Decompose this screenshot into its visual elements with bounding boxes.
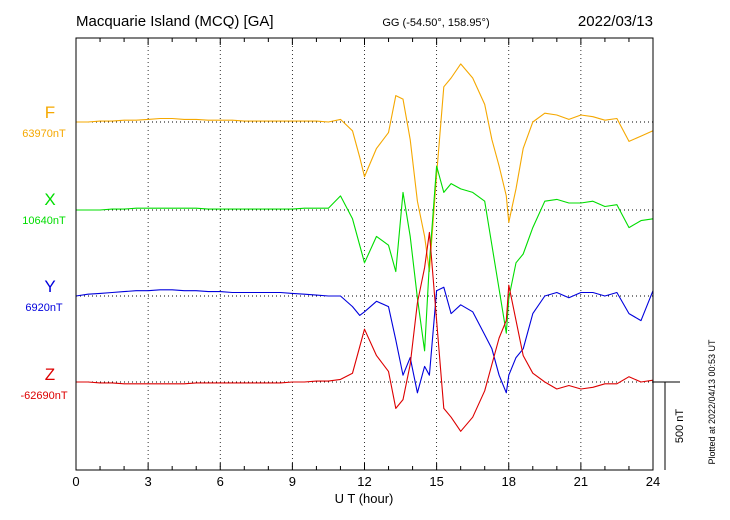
series-labels: F 63970nT X 10640nT Y 6920nT Z -62690nT — [20, 103, 67, 402]
series-name-f: F — [45, 103, 55, 122]
chart-title: Macquarie Island (MCQ) [GA] — [76, 13, 274, 30]
x-axis-ticks: 0 3 6 9 12 15 18 21 24 — [72, 38, 660, 489]
x-tick-label: 18 — [502, 474, 516, 489]
series-name-z: Z — [45, 365, 55, 384]
series-lines — [75, 63, 654, 432]
grid — [147, 38, 582, 470]
x-tick-label: 15 — [429, 474, 443, 489]
series-baseline-value-f: 63970nT — [22, 128, 66, 140]
series-name-x: X — [44, 190, 55, 209]
x-tick-label: 21 — [574, 474, 588, 489]
x-tick-label: 6 — [217, 474, 224, 489]
station-coordinates: GG (-54.50°, 158.95°) — [382, 17, 489, 29]
scale-bar-label: 500 nT — [674, 409, 686, 444]
series-line-z — [76, 231, 654, 432]
plotted-timestamp: Plotted at 2022/04/13 00:53 UT — [707, 339, 717, 465]
series-line-f — [76, 63, 654, 273]
x-tick-label: 0 — [72, 474, 79, 489]
x-tick-label: 12 — [357, 474, 371, 489]
series-name-y: Y — [44, 277, 55, 296]
x-axis-label: U T (hour) — [335, 491, 394, 506]
series-baseline-value-y: 6920nT — [25, 302, 63, 314]
x-tick-label: 24 — [646, 474, 660, 489]
chart-date: 2022/03/13 — [578, 13, 653, 30]
baselines — [76, 121, 653, 383]
series-line-y — [75, 286, 654, 394]
series-baseline-value-z: -62690nT — [20, 390, 67, 402]
series-baseline-value-x: 10640nT — [22, 215, 66, 227]
x-tick-label: 9 — [289, 474, 296, 489]
x-tick-label: 3 — [145, 474, 152, 489]
scale-bar: 500 nT — [653, 381, 686, 470]
series-line-x — [76, 165, 654, 352]
